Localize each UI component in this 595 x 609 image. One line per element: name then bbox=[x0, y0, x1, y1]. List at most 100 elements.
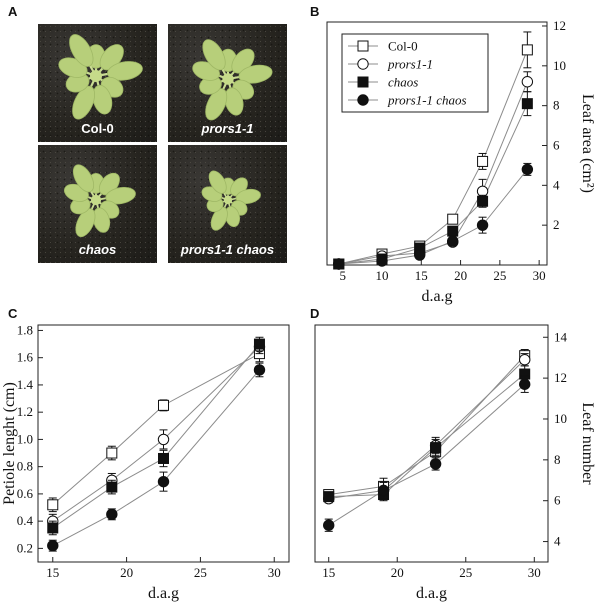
y-tick-label: 14 bbox=[554, 329, 568, 344]
panel-label-b: B bbox=[310, 4, 320, 19]
leaf-blade bbox=[208, 170, 227, 194]
data-point bbox=[323, 519, 335, 531]
y-tick-label: 1.8 bbox=[17, 322, 33, 337]
series-line bbox=[52, 346, 260, 522]
data-point bbox=[158, 452, 169, 464]
rosette-center bbox=[223, 195, 233, 205]
y-tick-label: 8 bbox=[554, 452, 561, 467]
leaf bbox=[70, 197, 97, 215]
y-tick-label: 6 bbox=[553, 137, 560, 152]
data-point bbox=[47, 522, 59, 534]
data-point bbox=[253, 364, 266, 376]
leaf-blade bbox=[72, 85, 96, 120]
data-point bbox=[519, 354, 531, 366]
leaf-blade bbox=[210, 206, 228, 231]
panel-label-c: C bbox=[8, 306, 18, 321]
x-tick-label: 15 bbox=[415, 268, 428, 283]
y-tick-label: 10 bbox=[553, 58, 566, 73]
y-tick-label: 10 bbox=[554, 411, 567, 426]
leaf-blade bbox=[107, 61, 143, 81]
rosette-image bbox=[192, 39, 273, 121]
photo-caption: chaos bbox=[78, 242, 117, 257]
data-point bbox=[477, 155, 489, 167]
leaf-blade bbox=[238, 64, 273, 84]
series-line bbox=[52, 343, 260, 529]
data-point bbox=[253, 338, 265, 350]
x-tick-label: 25 bbox=[459, 565, 472, 580]
data-point bbox=[430, 442, 442, 454]
plot-frame bbox=[314, 324, 549, 563]
x-tick-label: 25 bbox=[194, 565, 207, 580]
rosette-image bbox=[63, 164, 136, 238]
x-tick-label: 25 bbox=[493, 268, 506, 283]
x-tick-label: 30 bbox=[268, 565, 281, 580]
series-line bbox=[328, 383, 526, 526]
data-point bbox=[47, 539, 59, 552]
data-point bbox=[357, 94, 369, 106]
y-tick-label: 4 bbox=[553, 177, 560, 192]
photo-chaos: chaos bbox=[38, 145, 157, 263]
data-point bbox=[521, 163, 534, 176]
x-tick-label: 20 bbox=[454, 268, 467, 283]
x-tick-label: 30 bbox=[528, 565, 541, 580]
x-axis-label: d.a.g bbox=[421, 288, 452, 305]
data-point bbox=[157, 475, 170, 488]
series-line bbox=[338, 49, 528, 265]
data-point bbox=[376, 255, 388, 267]
data-point bbox=[377, 484, 390, 497]
y-axis-label: Leaf number bbox=[579, 402, 595, 485]
data-point bbox=[521, 98, 533, 110]
x-tick-label: 15 bbox=[322, 565, 335, 580]
x-tick-label: 10 bbox=[376, 268, 389, 283]
data-point bbox=[414, 249, 426, 261]
data-point bbox=[519, 378, 531, 390]
series-line bbox=[328, 373, 526, 498]
legend-label: prors1-1 bbox=[387, 57, 433, 72]
data-point bbox=[158, 399, 169, 411]
y-axis-label: Leaf area (cm²) bbox=[579, 94, 595, 193]
y-tick-label: 1.6 bbox=[17, 350, 34, 365]
leaf-blade bbox=[72, 164, 95, 193]
photo-prors1-1: prors1-1 bbox=[168, 24, 287, 142]
y-tick-label: 1.2 bbox=[17, 404, 33, 419]
data-point bbox=[429, 458, 442, 470]
y-tick-label: 2 bbox=[553, 217, 560, 232]
data-point bbox=[477, 195, 489, 207]
data-point bbox=[157, 433, 170, 446]
legend-label: prors1-1 chaos bbox=[387, 93, 467, 108]
photo-caption: prors1-1 chaos bbox=[180, 242, 275, 257]
y-tick-label: 0.2 bbox=[17, 540, 33, 555]
panel-label-d: D bbox=[310, 306, 320, 321]
data-point bbox=[357, 58, 369, 70]
leaf-blade bbox=[202, 39, 226, 71]
data-point bbox=[521, 44, 533, 56]
data-point bbox=[323, 491, 335, 503]
data-point bbox=[333, 258, 345, 270]
data-point bbox=[106, 481, 118, 493]
y-tick-label: 0.8 bbox=[17, 459, 33, 474]
series-line bbox=[328, 355, 526, 496]
x-tick-label: 5 bbox=[339, 268, 346, 283]
x-tick-label: 30 bbox=[533, 268, 546, 283]
photo-caption: prors1-1 bbox=[201, 121, 254, 136]
photo-col-0: Col-0 bbox=[38, 24, 157, 142]
leaf-blade bbox=[105, 187, 136, 205]
data-point bbox=[106, 447, 118, 459]
x-axis-label: d.a.g bbox=[148, 585, 179, 602]
data-point bbox=[476, 219, 489, 231]
rosette-center bbox=[222, 73, 234, 85]
data-point bbox=[447, 213, 459, 225]
y-axis-label: Petiole lenght (cm) bbox=[1, 382, 18, 505]
leaf-blade bbox=[69, 34, 94, 67]
leaf bbox=[208, 170, 229, 201]
rosette-image bbox=[58, 34, 143, 120]
leaf-blade bbox=[75, 208, 96, 238]
rosette-center bbox=[90, 194, 102, 206]
rosette-image bbox=[201, 170, 261, 231]
y-tick-label: 1.4 bbox=[17, 377, 34, 392]
y-tick-label: 1.0 bbox=[17, 431, 33, 446]
leaf-blade bbox=[235, 188, 261, 204]
leaf-blade bbox=[205, 88, 228, 121]
